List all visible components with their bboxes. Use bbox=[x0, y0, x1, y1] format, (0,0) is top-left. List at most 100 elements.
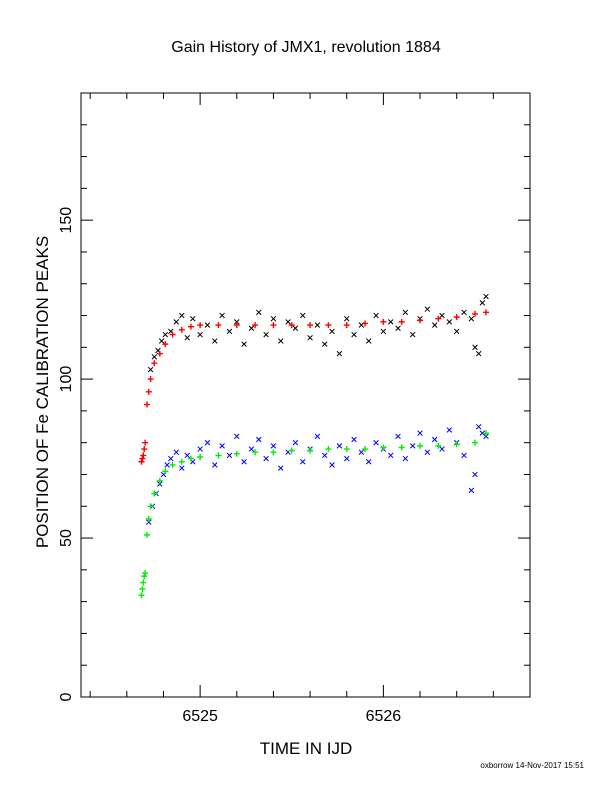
data-point bbox=[461, 309, 467, 316]
data-point bbox=[173, 449, 180, 455]
data-point bbox=[158, 338, 165, 344]
data-point bbox=[468, 315, 475, 322]
data-point bbox=[233, 450, 240, 457]
plot-frame bbox=[80, 92, 531, 698]
data-point bbox=[234, 319, 240, 325]
data-point bbox=[288, 322, 295, 329]
data-point bbox=[270, 449, 277, 456]
x-axis-label: TIME IN IJD bbox=[260, 739, 353, 758]
data-point bbox=[351, 436, 357, 443]
data-point bbox=[147, 366, 154, 373]
data-point bbox=[483, 433, 489, 440]
y-axis-label: POSITION OF Fe CALIBRATION PEAKS bbox=[33, 236, 52, 548]
data-point bbox=[365, 459, 372, 465]
data-point bbox=[446, 427, 453, 433]
data-point bbox=[226, 328, 233, 335]
data-point bbox=[184, 452, 191, 459]
data-point bbox=[472, 344, 478, 351]
data-point bbox=[241, 459, 247, 465]
data-point bbox=[439, 312, 445, 319]
data-point bbox=[178, 326, 185, 333]
data-point bbox=[179, 312, 185, 319]
data-point bbox=[139, 585, 146, 592]
data-point bbox=[483, 309, 490, 316]
data-point bbox=[263, 331, 269, 338]
data-point bbox=[424, 449, 431, 455]
data-point bbox=[162, 468, 169, 475]
chart-title: Gain History of JMX1, revolution 1884 bbox=[171, 39, 441, 56]
data-point bbox=[157, 481, 163, 487]
data-point bbox=[143, 401, 150, 408]
data-point bbox=[151, 360, 158, 367]
data-point bbox=[409, 331, 416, 338]
data-point bbox=[336, 443, 343, 449]
data-point bbox=[321, 452, 328, 459]
data-point bbox=[365, 338, 372, 344]
data-point bbox=[147, 503, 154, 510]
data-point bbox=[380, 328, 387, 335]
data-point bbox=[168, 455, 174, 462]
data-point bbox=[431, 322, 438, 328]
data-point bbox=[373, 312, 379, 319]
data-point bbox=[197, 453, 204, 460]
data-point bbox=[362, 320, 369, 327]
data-point bbox=[169, 461, 176, 468]
data-point bbox=[446, 319, 453, 325]
x-tick-label: 6526 bbox=[366, 708, 402, 725]
data-point bbox=[435, 442, 442, 449]
data-point bbox=[256, 436, 262, 443]
data-point bbox=[336, 350, 343, 357]
data-point bbox=[329, 328, 335, 335]
data-point bbox=[270, 322, 277, 329]
data-point bbox=[151, 354, 158, 360]
data-point bbox=[278, 465, 284, 471]
data-point bbox=[204, 439, 211, 446]
data-point bbox=[140, 579, 147, 586]
data-point bbox=[145, 515, 152, 522]
data-point bbox=[387, 452, 394, 459]
data-point bbox=[252, 449, 259, 456]
data-point bbox=[409, 443, 416, 449]
data-point bbox=[351, 331, 357, 338]
data-point bbox=[358, 449, 365, 455]
data-point bbox=[184, 335, 191, 341]
y-tick-label: 50 bbox=[58, 529, 75, 547]
data-point bbox=[483, 430, 490, 437]
y-tick-label: 100 bbox=[58, 366, 75, 393]
data-point bbox=[278, 338, 284, 344]
data-point bbox=[479, 300, 486, 306]
data-point bbox=[398, 318, 405, 325]
data-point bbox=[435, 315, 442, 322]
data-point bbox=[343, 455, 350, 462]
data-point bbox=[270, 315, 277, 322]
data-point bbox=[197, 331, 203, 338]
data-point bbox=[164, 462, 170, 468]
data-point bbox=[299, 312, 306, 319]
data-point bbox=[387, 319, 394, 325]
data-point bbox=[325, 322, 332, 329]
data-point bbox=[343, 315, 350, 322]
data-point bbox=[139, 455, 146, 462]
data-point bbox=[248, 325, 255, 331]
data-point bbox=[212, 338, 218, 344]
data-point bbox=[314, 433, 321, 440]
data-point bbox=[398, 444, 405, 451]
data-point bbox=[431, 436, 438, 443]
data-point bbox=[256, 309, 262, 316]
data-points bbox=[138, 293, 490, 599]
data-point bbox=[215, 452, 222, 459]
data-point bbox=[288, 447, 295, 454]
data-point bbox=[187, 455, 194, 462]
data-point bbox=[173, 319, 180, 325]
footer-credit: oxborrow 14-Nov-2017 15:51 bbox=[480, 761, 584, 770]
data-point bbox=[472, 439, 479, 446]
data-point bbox=[143, 531, 150, 538]
data-point bbox=[187, 323, 194, 330]
data-point bbox=[307, 322, 314, 329]
data-point bbox=[343, 446, 350, 453]
data-point bbox=[226, 452, 233, 459]
data-point bbox=[343, 322, 350, 329]
data-point bbox=[145, 388, 152, 395]
data-point bbox=[215, 322, 222, 329]
